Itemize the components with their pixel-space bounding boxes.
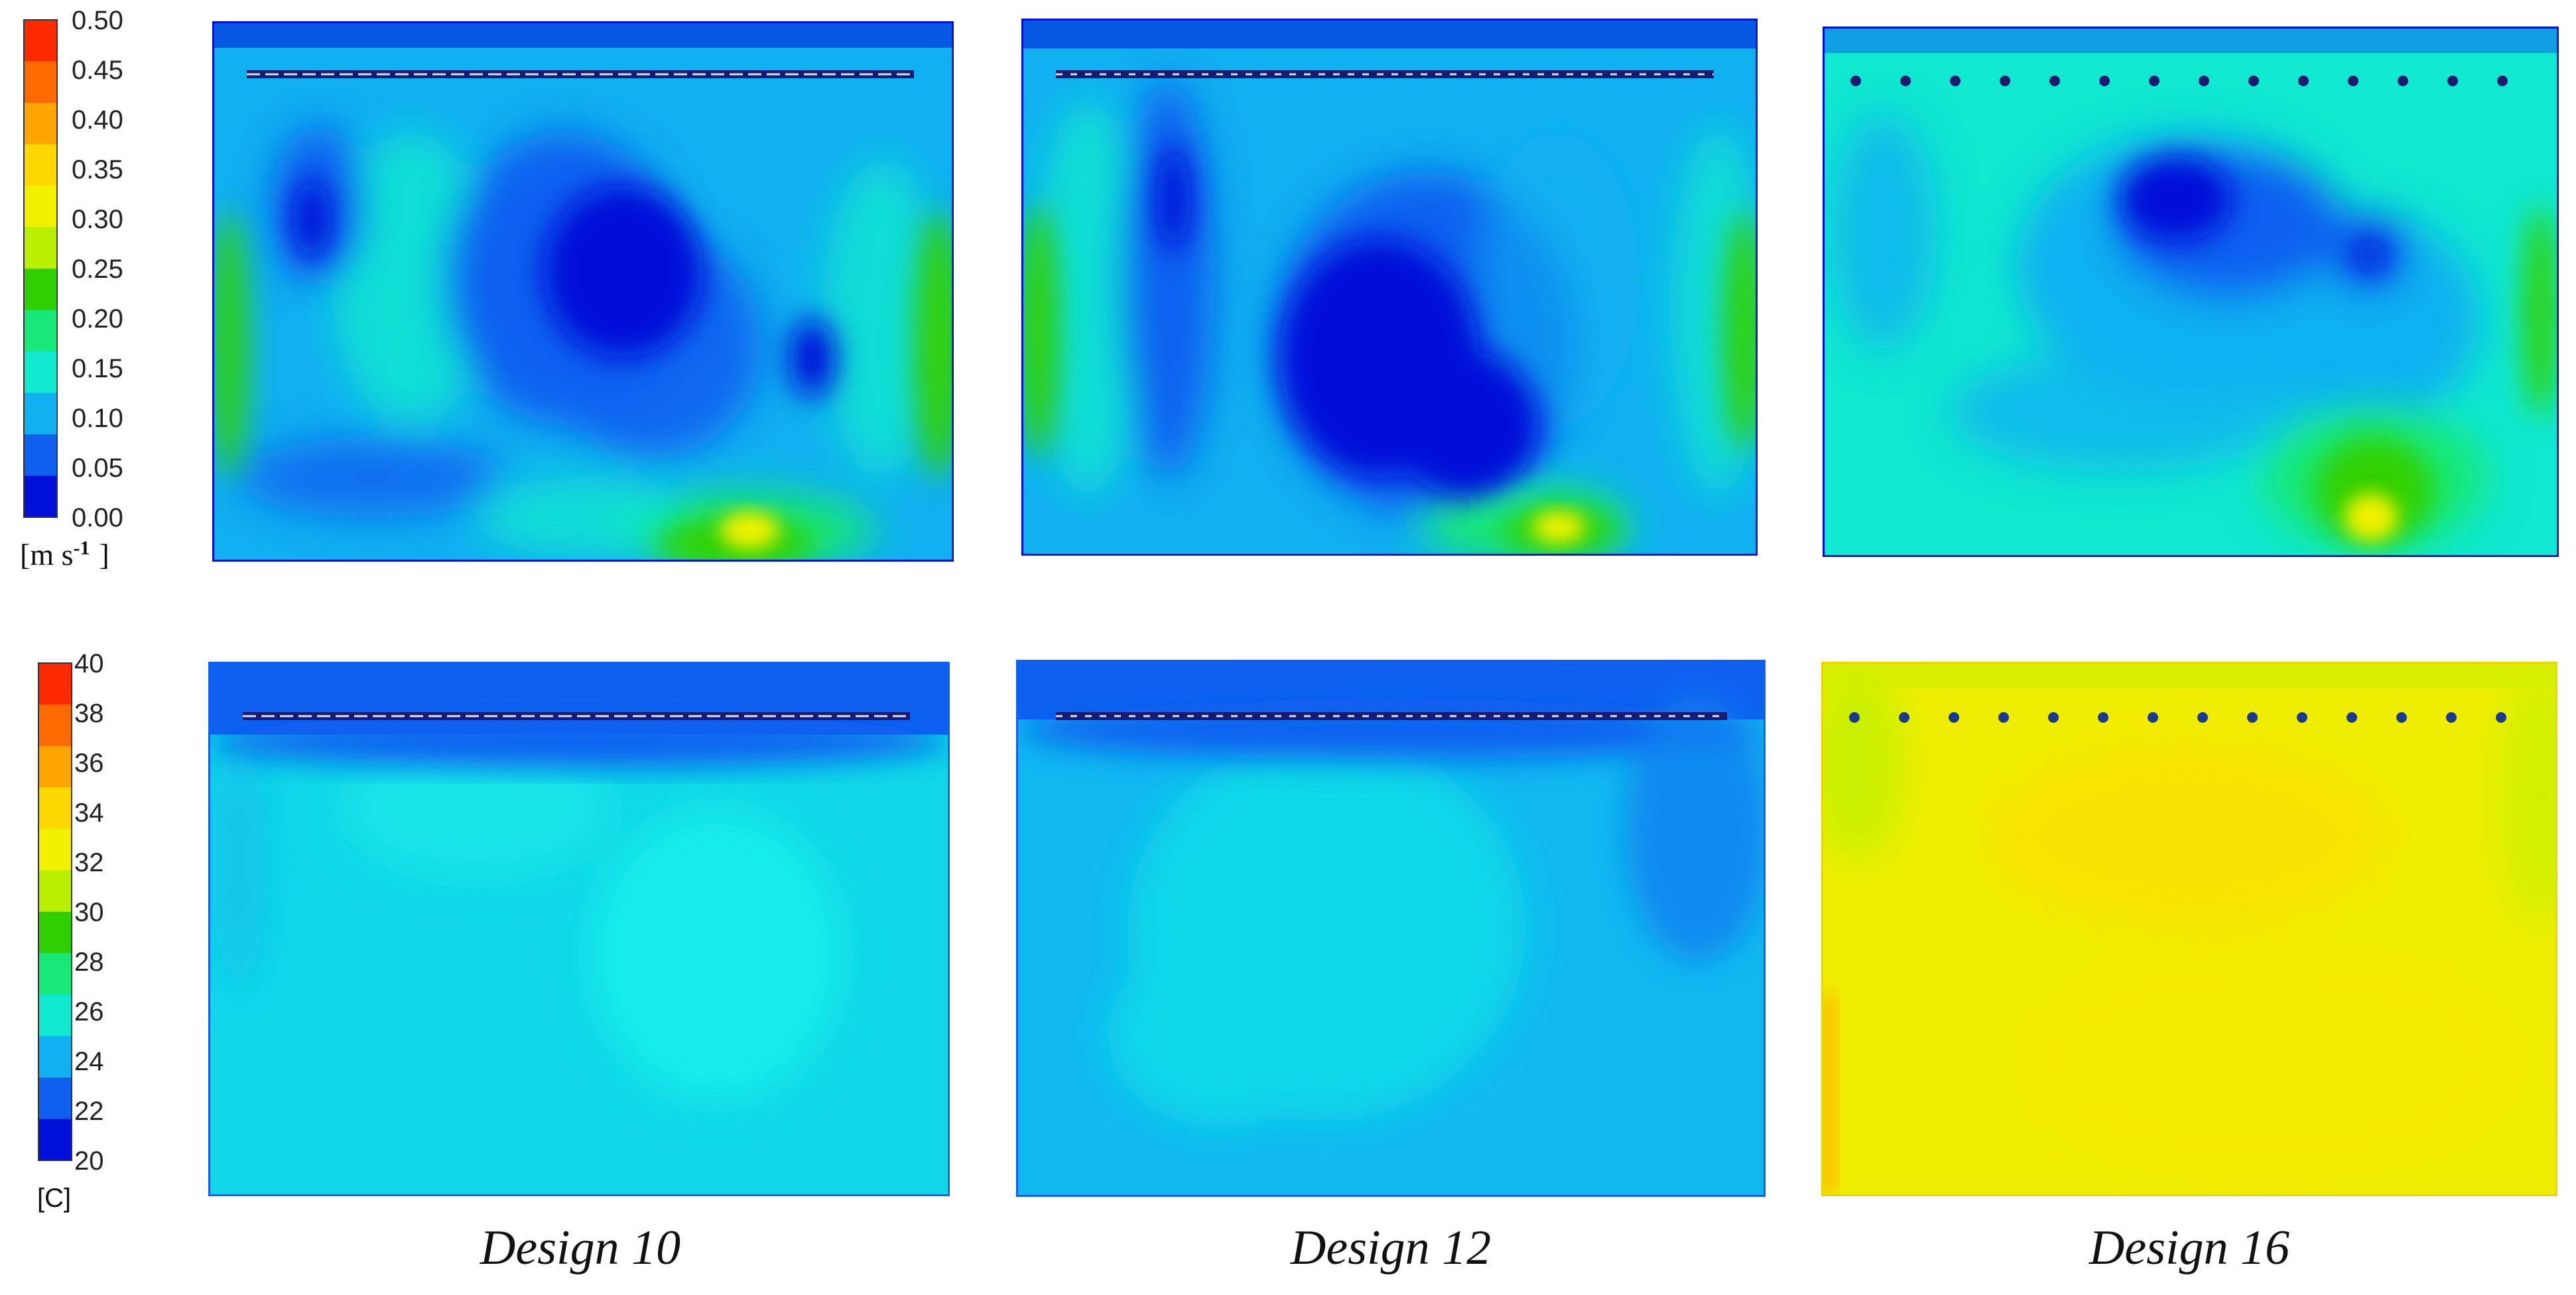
velocity-bar-swatch — [24, 310, 57, 351]
velocity-tick-label: 0.30 — [72, 205, 123, 234]
temperature-tick-label: 36 — [74, 749, 104, 778]
temperature-contour-design-10 — [208, 662, 950, 1196]
temperature-bar-swatch — [38, 870, 72, 912]
temperature-bar-swatch — [38, 704, 72, 746]
velocity-tick-label: 0.50 — [72, 6, 123, 35]
temperature-unit-label: [C] — [37, 1184, 71, 1213]
velocity-bar-swatch — [24, 351, 57, 393]
design-12-caption: Design 12 — [1290, 1221, 1492, 1275]
velocity-bar-swatch — [24, 61, 57, 103]
temperature-contour-design-16 — [1821, 662, 2557, 1196]
velocity-tick-label: 0.05 — [72, 454, 123, 483]
velocity-bar-swatch — [24, 227, 57, 269]
temperature-tick-label: 34 — [74, 798, 104, 828]
temperature-bar-swatch — [38, 1119, 72, 1160]
velocity-tick-label: 0.25 — [72, 255, 123, 284]
temperature-tick-label: 30 — [74, 898, 104, 927]
velocity-tick-label: 0.00 — [72, 503, 123, 532]
temperature-tick-label: 40 — [74, 649, 104, 678]
design-16-caption: Design 16 — [2089, 1221, 2290, 1275]
temperature-color-legend: 40 38 36 34 32 30 28 26 24 22 20 [C] — [37, 649, 104, 1213]
velocity-contour-design-16 — [1823, 27, 2559, 557]
temperature-bar-swatch — [38, 829, 72, 871]
temperature-tick-label: 24 — [74, 1047, 104, 1076]
temperature-bar-swatch — [38, 787, 72, 829]
velocity-tick-label: 0.45 — [72, 56, 123, 85]
velocity-tick-label: 0.35 — [72, 155, 123, 184]
temperature-contour-design-12 — [1016, 660, 1766, 1197]
velocity-tick-label: 0.40 — [72, 105, 123, 135]
temperature-bar-swatch — [38, 746, 72, 788]
temperature-tick-label: 28 — [74, 948, 104, 977]
velocity-bar-swatch — [24, 269, 57, 310]
temperature-bar-swatch — [38, 1036, 72, 1078]
velocity-bar-swatch — [24, 434, 57, 476]
temperature-bar-swatch — [38, 953, 72, 995]
velocity-colorbar — [23, 19, 58, 518]
velocity-bar-swatch — [24, 186, 57, 227]
velocity-bar-swatch — [24, 20, 57, 62]
temperature-tick-label: 20 — [74, 1146, 104, 1176]
velocity-contour-design-10 — [212, 21, 954, 562]
velocity-tick-label: 0.10 — [72, 404, 123, 433]
temperature-bar-swatch — [38, 995, 72, 1036]
velocity-bar-swatch — [24, 144, 57, 186]
temperature-bar-swatch — [38, 1078, 72, 1119]
velocity-bar-swatch — [24, 393, 57, 434]
velocity-bar-swatch — [24, 475, 57, 517]
temperature-colorbar — [38, 662, 72, 1161]
velocity-unit-label: [m s-1] — [20, 537, 109, 572]
velocity-contour-design-12 — [1021, 19, 1758, 556]
temperature-tick-label: 22 — [74, 1097, 104, 1126]
velocity-bar-swatch — [24, 103, 57, 145]
temperature-bar-swatch — [38, 663, 72, 705]
velocity-tick-label: 0.15 — [72, 354, 123, 383]
velocity-color-legend: 0.50 0.45 0.40 0.35 0.30 0.25 0.20 0.15 … — [20, 6, 123, 572]
temperature-tick-label: 26 — [74, 997, 104, 1026]
temperature-tick-label: 32 — [74, 848, 104, 877]
temperature-bar-swatch — [38, 912, 72, 954]
design-10-caption: Design 10 — [480, 1221, 681, 1275]
velocity-tick-label: 0.20 — [72, 304, 123, 334]
temperature-tick-label: 38 — [74, 699, 104, 728]
